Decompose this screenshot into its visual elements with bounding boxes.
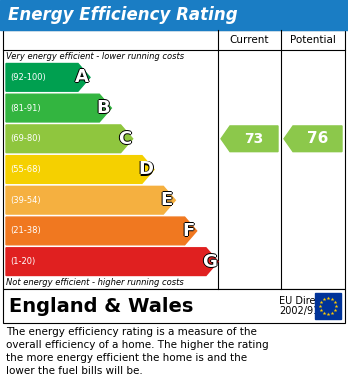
Text: D: D: [137, 160, 152, 179]
Text: EU Directive: EU Directive: [279, 296, 339, 306]
Text: (81-91): (81-91): [10, 104, 41, 113]
Text: G: G: [202, 252, 217, 270]
Text: F: F: [183, 222, 195, 240]
Text: G: G: [202, 254, 217, 272]
Text: C: C: [118, 131, 131, 149]
Bar: [3, 289, 345, 323]
Text: A: A: [74, 68, 88, 86]
Text: D: D: [138, 161, 153, 179]
Text: B: B: [96, 100, 110, 118]
Text: B: B: [97, 99, 111, 117]
Text: lower the fuel bills will be.: lower the fuel bills will be.: [6, 366, 143, 376]
Text: B: B: [96, 98, 110, 116]
Text: the more energy efficient the home is and the: the more energy efficient the home is an…: [6, 353, 247, 363]
Text: (55-68): (55-68): [10, 165, 41, 174]
Text: 73: 73: [244, 132, 264, 146]
Text: 2002/91/EC: 2002/91/EC: [279, 306, 335, 316]
Text: F: F: [182, 222, 195, 240]
Text: E: E: [160, 191, 172, 209]
Text: Current: Current: [230, 35, 269, 45]
Polygon shape: [6, 248, 218, 276]
Text: A: A: [75, 67, 88, 85]
Text: (1-20): (1-20): [10, 257, 35, 266]
Text: G: G: [202, 253, 217, 271]
Text: B: B: [96, 99, 110, 117]
Text: G: G: [203, 253, 218, 271]
Text: (39-54): (39-54): [10, 196, 41, 205]
Text: E: E: [162, 191, 174, 209]
Text: A: A: [75, 69, 88, 87]
Text: E: E: [161, 192, 173, 210]
Text: Energy Efficiency Rating: Energy Efficiency Rating: [8, 6, 238, 24]
Text: F: F: [181, 222, 193, 240]
Text: A: A: [75, 68, 88, 86]
Text: Very energy efficient - lower running costs: Very energy efficient - lower running co…: [6, 52, 184, 61]
Text: B: B: [95, 99, 109, 117]
Text: (69-80): (69-80): [10, 134, 41, 143]
Bar: [0, 0, 348, 30]
Text: C: C: [118, 130, 131, 148]
Text: England & Wales: England & Wales: [9, 296, 193, 316]
Text: 76: 76: [307, 131, 328, 146]
Text: Potential: Potential: [290, 35, 336, 45]
Text: C: C: [117, 130, 130, 148]
Text: Not energy efficient - higher running costs: Not energy efficient - higher running co…: [6, 278, 184, 287]
Text: E: E: [161, 190, 173, 208]
Text: (92-100): (92-100): [10, 73, 46, 82]
Bar: [315, 293, 341, 319]
Polygon shape: [284, 126, 342, 152]
Polygon shape: [6, 156, 154, 183]
Text: G: G: [201, 253, 216, 271]
Text: D: D: [138, 160, 153, 178]
Polygon shape: [221, 126, 278, 152]
Text: E: E: [161, 191, 173, 209]
Text: C: C: [119, 130, 132, 148]
Text: D: D: [139, 160, 154, 179]
Polygon shape: [6, 187, 175, 214]
Text: A: A: [76, 68, 89, 86]
Text: (21-38): (21-38): [10, 226, 41, 235]
Polygon shape: [6, 125, 133, 152]
Text: The energy efficiency rating is a measure of the: The energy efficiency rating is a measur…: [6, 327, 257, 337]
Polygon shape: [6, 94, 111, 122]
Bar: [3, 30, 345, 289]
Polygon shape: [6, 63, 90, 91]
Text: overall efficiency of a home. The higher the rating: overall efficiency of a home. The higher…: [6, 340, 269, 350]
Text: C: C: [118, 129, 131, 147]
Text: D: D: [138, 160, 153, 179]
Text: F: F: [182, 223, 195, 241]
Text: F: F: [182, 221, 195, 239]
Polygon shape: [6, 217, 197, 245]
